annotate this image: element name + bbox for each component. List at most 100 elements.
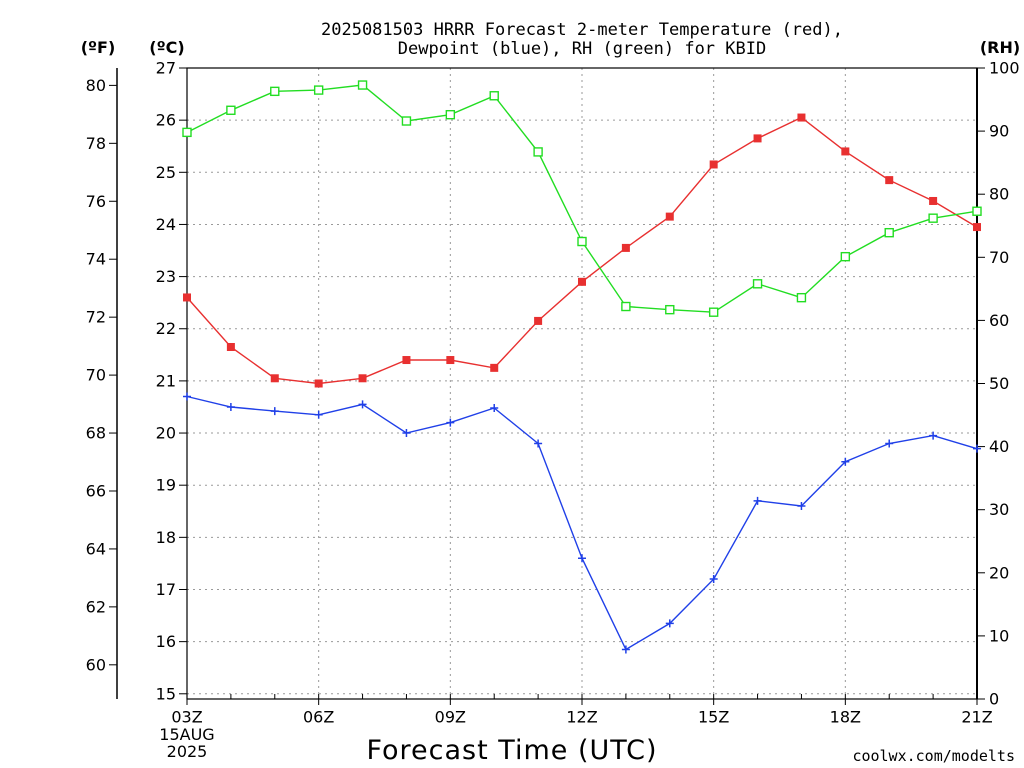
- fahrenheit-tick-label: 78: [86, 134, 106, 153]
- data-point: [182, 127, 192, 138]
- data-point: [885, 176, 894, 185]
- data-point: [841, 457, 850, 466]
- celsius-tick-label: 21: [156, 371, 176, 390]
- data-point: [929, 431, 938, 440]
- data-point: [885, 439, 894, 448]
- celsius-tick-label: 27: [156, 59, 176, 78]
- data-point: [665, 304, 675, 315]
- data-point: [270, 86, 280, 97]
- data-point: [884, 227, 894, 238]
- data-series: [182, 80, 982, 654]
- fahrenheit-tick-label: 66: [86, 481, 106, 500]
- data-point: [402, 356, 411, 365]
- fahrenheit-unit-label: (ºF): [81, 38, 116, 57]
- data-point: [226, 402, 235, 411]
- data-point: [841, 147, 850, 156]
- data-point: [314, 410, 323, 419]
- rh-tick-label: 10: [989, 626, 1009, 645]
- data-point: [226, 105, 236, 115]
- data-point: [708, 307, 719, 317]
- data-point: [314, 379, 323, 388]
- rh-tick-label: 80: [989, 185, 1009, 204]
- fahrenheit-tick-label: 68: [86, 424, 106, 443]
- data-point: [621, 645, 630, 654]
- x-tick-label: 12Z: [566, 708, 597, 727]
- data-point: [490, 363, 499, 372]
- series-line: [186, 116, 978, 385]
- grid-lines: [187, 68, 977, 699]
- data-point: [621, 301, 631, 312]
- data-point: [753, 134, 762, 143]
- plot-frame: [186, 67, 978, 700]
- data-point: [577, 236, 587, 247]
- data-point: [752, 279, 763, 289]
- celsius-tick-label: 16: [156, 632, 176, 651]
- rh-tick-label: 50: [989, 374, 1009, 393]
- data-point: [446, 356, 455, 365]
- rh-tick-label: 20: [989, 563, 1009, 582]
- celsius-tick-label: 15: [156, 684, 176, 703]
- celsius-tick-label: 23: [156, 267, 176, 286]
- data-point: [445, 109, 456, 120]
- data-point: [358, 400, 367, 409]
- data-point: [313, 85, 324, 95]
- data-point: [226, 342, 235, 351]
- rh-tick-label: 60: [989, 311, 1009, 330]
- data-point: [796, 292, 807, 303]
- tick-labels: 60 62 64 66 68 70 72 74 76 78 80 15 16 17 18 19 20 21 22 23…: [86, 59, 1020, 727]
- data-point: [929, 196, 938, 205]
- data-point: [621, 243, 630, 252]
- series-rh: [182, 80, 982, 317]
- data-point: [973, 223, 981, 232]
- rh-tick-label: 100: [989, 59, 1020, 78]
- data-point: [709, 575, 718, 584]
- chart-title-line-1: 2025081503 HRRR Forecast 2-meter Tempera…: [321, 20, 843, 40]
- data-point: [533, 147, 543, 157]
- data-point: [270, 407, 279, 416]
- data-point: [973, 444, 981, 453]
- data-point: [840, 251, 851, 262]
- celsius-tick-label: 25: [156, 163, 176, 182]
- data-point: [183, 392, 191, 401]
- data-point: [928, 213, 938, 223]
- celsius-tick-label: 24: [156, 215, 176, 234]
- fahrenheit-tick-label: 80: [86, 76, 106, 95]
- rh-tick-label: 40: [989, 437, 1009, 456]
- data-point: [534, 439, 543, 448]
- fahrenheit-tick-label: 76: [86, 192, 106, 211]
- celsius-tick-label: 18: [156, 528, 176, 547]
- data-point: [753, 496, 762, 505]
- data-point: [270, 374, 279, 383]
- rh-tick-label: 70: [989, 248, 1009, 267]
- x-tick-label: 03Z: [171, 708, 202, 727]
- series-temperature: [183, 113, 981, 388]
- celsius-tick-label: 22: [156, 319, 176, 338]
- x-tick-label: 18Z: [830, 708, 861, 727]
- fahrenheit-tick-label: 60: [86, 655, 106, 674]
- fahrenheit-tick-label: 74: [86, 250, 106, 269]
- data-point: [797, 502, 806, 511]
- data-point: [797, 113, 806, 122]
- fahrenheit-tick-label: 64: [86, 539, 106, 558]
- x-tick-label: 21Z: [961, 708, 992, 727]
- data-point: [665, 212, 674, 221]
- rh-tick-label: 30: [989, 500, 1009, 519]
- data-point: [578, 277, 586, 286]
- x-axis-label: Forecast Time (UTC): [366, 735, 657, 766]
- x-tick-label: 09Z: [435, 708, 466, 727]
- fahrenheit-tick-label: 72: [86, 308, 106, 327]
- rh-unit-label: (RH): [980, 38, 1020, 57]
- celsius-tick-label: 19: [156, 476, 176, 495]
- data-point: [972, 206, 982, 216]
- axes: [109, 67, 985, 705]
- data-point: [402, 429, 411, 438]
- celsius-tick-label: 17: [156, 580, 176, 599]
- data-point: [358, 374, 367, 383]
- data-point: [534, 316, 543, 325]
- data-point: [578, 554, 586, 563]
- fahrenheit-tick-label: 70: [86, 366, 106, 385]
- x-tick-label: 06Z: [303, 708, 334, 727]
- data-point: [709, 160, 718, 169]
- fahrenheit-tick-label: 62: [86, 597, 106, 616]
